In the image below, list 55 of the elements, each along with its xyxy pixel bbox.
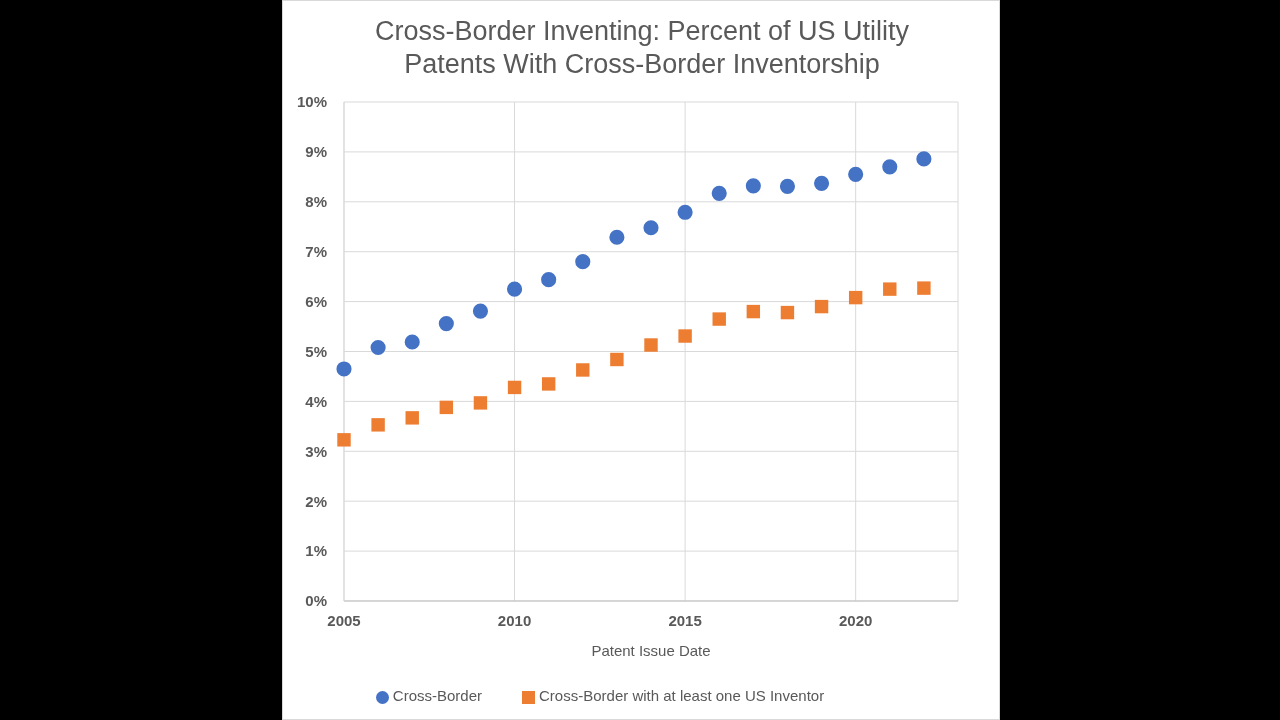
point xyxy=(779,178,796,194)
point xyxy=(507,380,522,395)
point xyxy=(814,299,829,314)
y-tick-label: 2% xyxy=(305,492,327,510)
point xyxy=(472,303,489,319)
y-tick-label: 10% xyxy=(296,93,327,111)
point xyxy=(404,334,420,350)
y-tick-label: 0% xyxy=(305,592,327,610)
point xyxy=(541,377,556,391)
point xyxy=(438,316,454,332)
point xyxy=(371,418,385,432)
point xyxy=(506,281,523,297)
point xyxy=(610,352,624,367)
point xyxy=(575,254,591,270)
point xyxy=(678,329,692,343)
x-tick-label: 2010 xyxy=(497,611,532,629)
point xyxy=(370,339,386,356)
y-tick-label: 9% xyxy=(305,143,327,161)
y-tick-label: 8% xyxy=(305,193,327,211)
legend-label: Cross-Border xyxy=(392,687,483,704)
y-tick-label: 1% xyxy=(305,542,327,560)
point xyxy=(813,175,830,191)
y-tick-label: 5% xyxy=(305,342,327,360)
point xyxy=(405,411,419,425)
point xyxy=(848,290,863,305)
point xyxy=(609,229,625,245)
point xyxy=(643,220,659,236)
legend-label: Cross-Border with at least one US Inventor xyxy=(539,687,825,704)
chart-title: Cross-Border Inventing: Percent of US Utility Patents With Cross-Border Inventorship xyxy=(373,15,911,81)
point xyxy=(677,204,693,220)
point xyxy=(473,396,488,410)
point xyxy=(848,166,864,182)
y-tick-label: 7% xyxy=(305,243,327,261)
point xyxy=(336,361,352,377)
y-tick-label: 6% xyxy=(305,292,327,310)
point xyxy=(576,363,590,377)
point xyxy=(746,304,761,319)
x-tick-label: 2015 xyxy=(668,611,702,629)
point xyxy=(780,305,795,320)
point xyxy=(439,400,454,415)
point xyxy=(916,151,932,167)
point xyxy=(712,312,726,326)
point xyxy=(917,281,931,295)
y-tick-label: 3% xyxy=(305,442,327,460)
x-tick-label: 2020 xyxy=(838,611,873,629)
x-tick-label: 2005 xyxy=(327,611,361,629)
point xyxy=(883,282,897,296)
point xyxy=(882,159,898,175)
point xyxy=(541,272,557,288)
point xyxy=(745,178,761,194)
point xyxy=(337,433,351,447)
x-axis-title: Patent Issue Date xyxy=(591,641,711,659)
point xyxy=(644,338,658,352)
y-tick-label: 4% xyxy=(305,392,327,410)
point xyxy=(711,185,727,201)
